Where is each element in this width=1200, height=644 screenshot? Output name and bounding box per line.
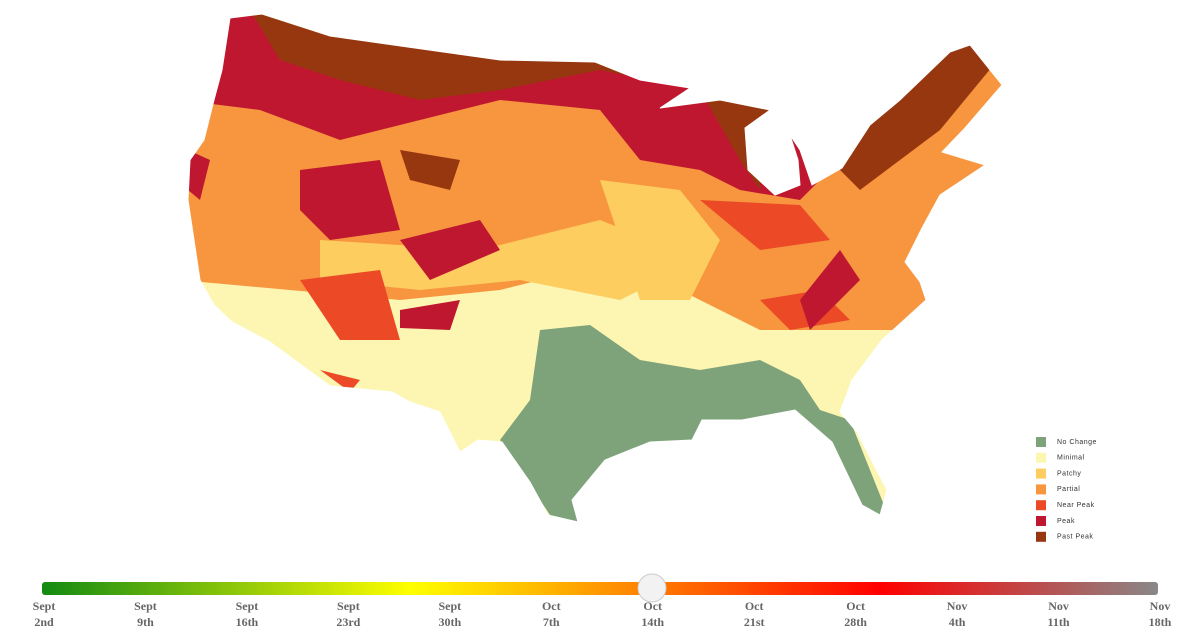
legend-label: Partial — [1057, 486, 1080, 493]
timeline-month[interactable]: Sept — [33, 599, 56, 613]
legend-label: Peak — [1057, 518, 1075, 525]
timeline-day[interactable]: 2nd — [34, 615, 54, 629]
timeline-day[interactable]: 4th — [949, 615, 966, 629]
legend-swatch — [1036, 516, 1046, 526]
timeline-month[interactable]: Oct — [542, 599, 561, 613]
timeline-day[interactable]: 14th — [641, 615, 664, 629]
region-peak — [188, 150, 860, 330]
timeline-day[interactable]: 16th — [236, 615, 259, 629]
legend-swatch — [1036, 437, 1046, 447]
timeline-day[interactable]: 28th — [844, 615, 867, 629]
timeline-track[interactable] — [42, 582, 1158, 595]
region-patchy — [320, 180, 720, 300]
legend-swatch — [1036, 500, 1046, 511]
timeline-month[interactable]: Sept — [134, 599, 157, 613]
legend-label: Patchy — [1057, 470, 1081, 477]
legend-swatch — [1036, 484, 1046, 495]
timeline-thumb[interactable] — [637, 573, 667, 603]
timeline-month[interactable]: Nov — [1150, 599, 1171, 613]
timeline-day[interactable]: 9th — [137, 615, 154, 629]
us-outline — [187, 13, 1003, 523]
timeline-month[interactable]: Nov — [1048, 599, 1069, 613]
legend: No Change Minimal Patchy Partial Near Peak Pe… — [1036, 437, 1097, 542]
timeline-month[interactable]: Oct — [745, 599, 764, 613]
legend-label: Past Peak — [1057, 534, 1093, 541]
legend-swatch — [1036, 531, 1046, 542]
us-map — [188, 14, 1002, 522]
legend-swatch — [1036, 452, 1046, 463]
timeline-day[interactable]: 18th — [1149, 615, 1172, 629]
timeline-month[interactable]: Sept — [438, 599, 461, 613]
timeline-day[interactable]: 11th — [1048, 615, 1070, 629]
timeline-month[interactable]: Nov — [947, 599, 968, 613]
legend-label: Minimal — [1057, 455, 1085, 462]
timeline-month[interactable]: Oct — [643, 599, 662, 613]
timeline-day[interactable]: 23rd — [336, 615, 360, 629]
timeline-labels: Sept 2nd Sept 9th Sept 16th Sept 23rd Sept 30th Oc… — [33, 599, 1172, 629]
timeline-day[interactable]: 30th — [438, 615, 461, 629]
timeline-day[interactable]: 7th — [543, 615, 560, 629]
timeline-month[interactable]: Sept — [337, 599, 360, 613]
region-near-peak — [300, 200, 850, 392]
legend-label: No Change — [1057, 439, 1097, 446]
timeline-day[interactable]: 21st — [744, 615, 765, 629]
legend-label: Near Peak — [1057, 502, 1095, 509]
legend-swatch — [1036, 468, 1046, 479]
timeline-month[interactable]: Sept — [236, 599, 259, 613]
timeline-month[interactable]: Oct — [846, 599, 865, 613]
